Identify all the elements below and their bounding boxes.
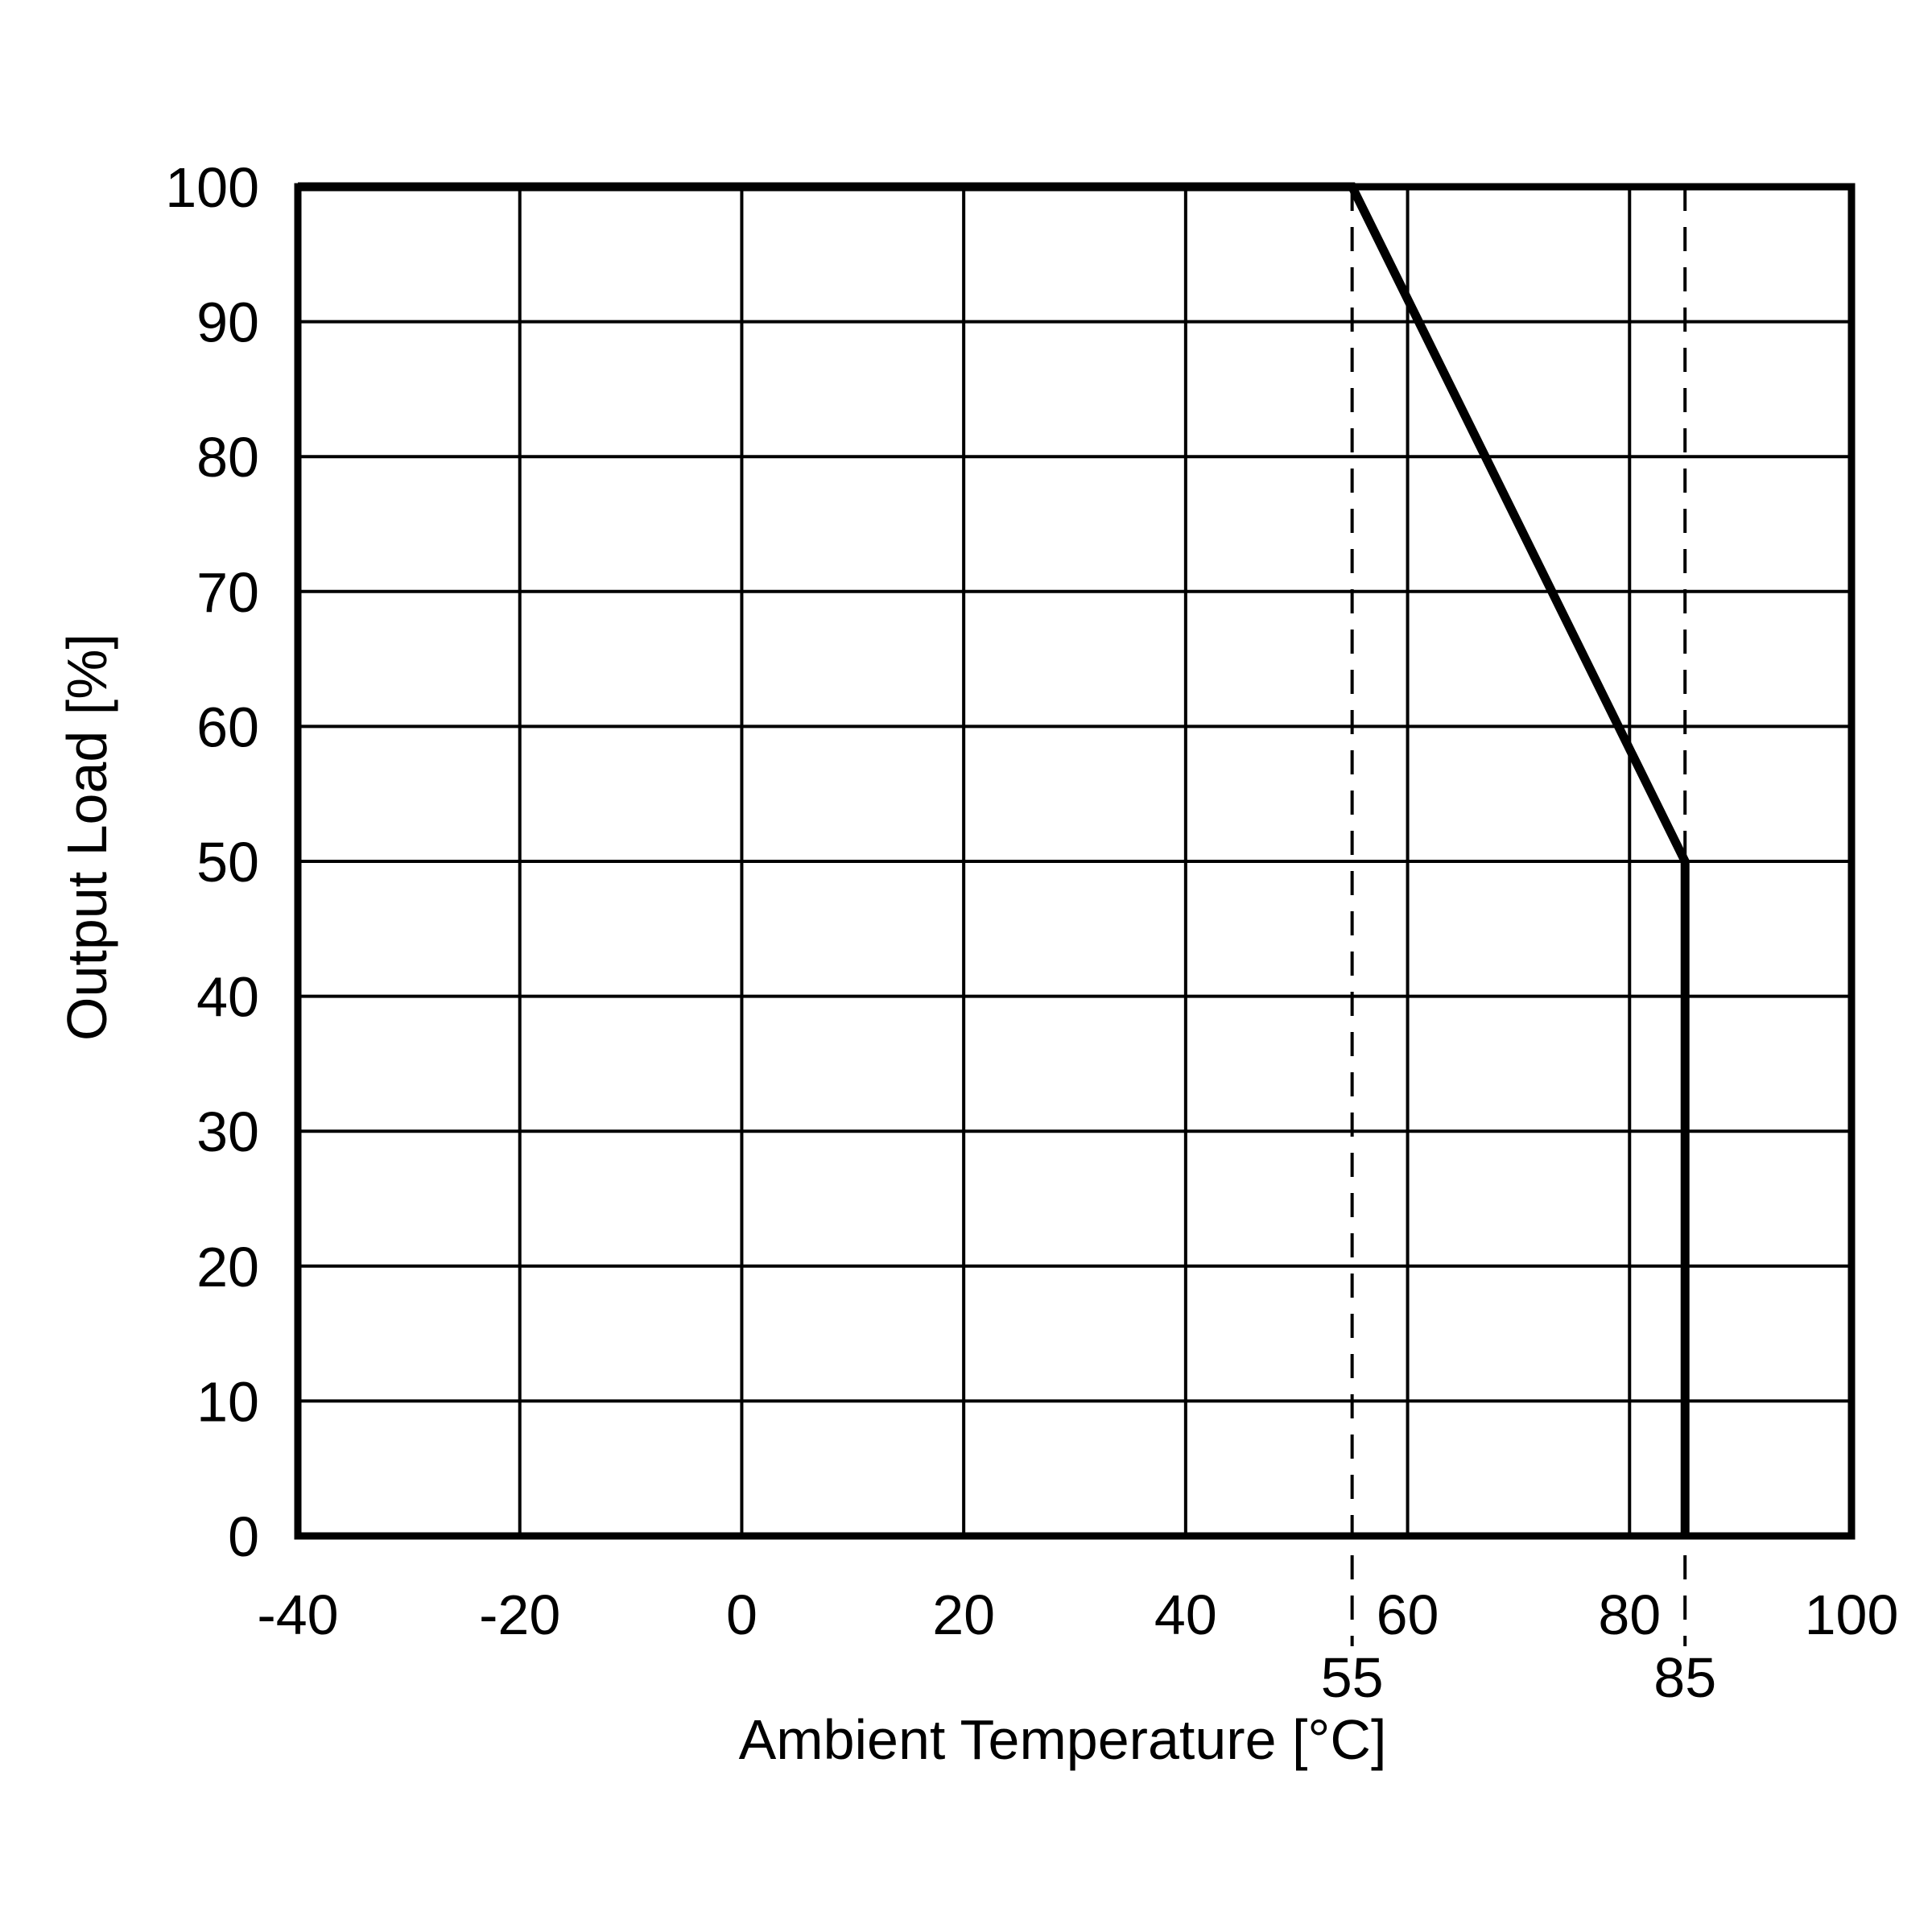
plot-frame (294, 183, 1856, 1540)
x-tick-label: 20 (932, 1583, 995, 1646)
x-axis-label: Ambient Temperature [°C] (739, 1708, 1387, 1771)
y-tick-label: 80 (196, 426, 259, 489)
annotation-labels: 55 85 (1321, 1646, 1716, 1709)
y-tick-label: 40 (196, 966, 259, 1029)
annotation-markers (1350, 187, 1687, 1646)
annotation-label-85: 85 (1653, 1646, 1716, 1709)
annotation-label-55: 55 (1321, 1646, 1384, 1709)
y-tick-label: 100 (165, 156, 259, 219)
y-tick-labels: 0 10 20 30 40 50 60 70 80 90 100 (165, 156, 259, 1568)
grid-lines (296, 185, 1853, 1538)
y-tick-label: 60 (196, 696, 259, 758)
y-axis-label: Output Load [%] (56, 634, 118, 1041)
x-tick-label: 100 (1805, 1583, 1899, 1646)
y-tick-label: 10 (196, 1370, 259, 1433)
x-tick-labels: -40 -20 0 20 40 60 80 100 (257, 1583, 1898, 1646)
x-tick-label: 60 (1377, 1583, 1439, 1646)
y-tick-label: 90 (196, 291, 259, 354)
x-tick-label: 40 (1154, 1583, 1217, 1646)
y-tick-label: 50 (196, 831, 259, 894)
x-tick-label: -20 (479, 1583, 560, 1646)
y-tick-label: 70 (196, 561, 259, 624)
y-tick-label: 0 (228, 1505, 259, 1568)
x-tick-label: 0 (726, 1583, 758, 1646)
x-tick-label: -40 (257, 1583, 338, 1646)
y-tick-label: 30 (196, 1100, 259, 1163)
x-tick-label: 80 (1598, 1583, 1661, 1646)
y-tick-label: 20 (196, 1236, 259, 1298)
